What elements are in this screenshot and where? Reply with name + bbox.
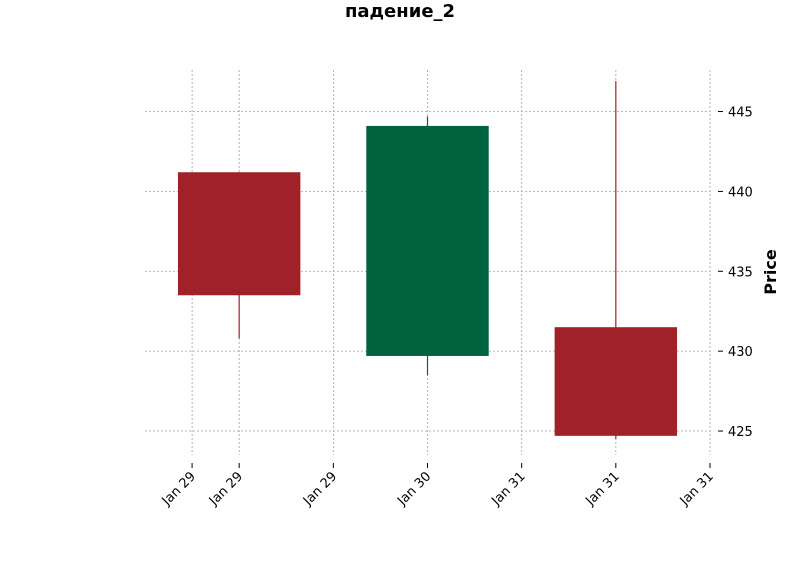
x-tick-label: Jan 30 [394,469,434,509]
y-axis: 425 430 435 440 445 [718,106,753,440]
x-axis: Jan 29 Jan 29 Jan 29 Jan 30 Jan 31 Jan 31 Jan … [159,463,717,509]
candles [177,81,678,440]
y-tick-label: 430 [728,345,753,360]
x-tick-label: Jan 31 [583,469,623,509]
x-tick-label: Jan 29 [206,469,246,509]
candle-body [554,327,678,436]
y-tick-label: 440 [728,185,753,200]
candle-body [366,125,489,356]
candle-body [177,172,301,296]
y-tick-label: 435 [728,265,753,280]
x-tick-label: Jan 29 [159,469,199,509]
y-axis-label: Price [761,249,780,295]
x-tick-label: Jan 31 [677,469,717,509]
y-tick-label: 445 [728,106,753,121]
y-tick-label: 425 [728,425,753,440]
x-tick-label: Jan 31 [488,469,528,509]
x-tick-label: Jan 29 [300,469,340,509]
chart-title: падение_2 [345,1,455,22]
